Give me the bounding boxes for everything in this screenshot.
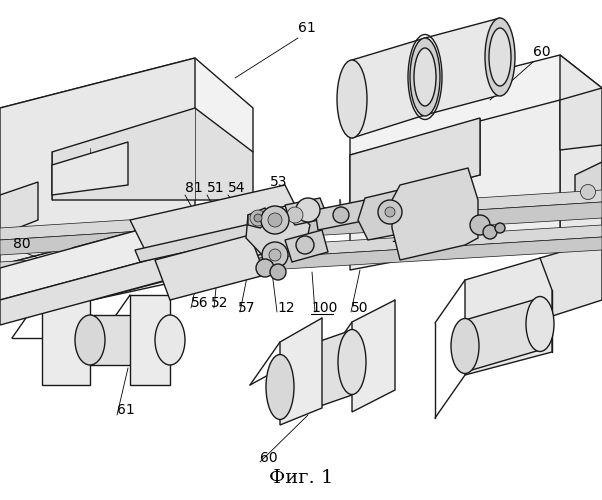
Circle shape xyxy=(261,206,289,234)
Circle shape xyxy=(378,200,402,224)
Polygon shape xyxy=(0,198,268,300)
Circle shape xyxy=(470,215,490,235)
Polygon shape xyxy=(52,108,253,200)
Polygon shape xyxy=(130,295,170,385)
Circle shape xyxy=(270,264,286,280)
Polygon shape xyxy=(352,300,395,412)
Ellipse shape xyxy=(580,184,595,200)
Text: 81: 81 xyxy=(185,181,203,195)
Polygon shape xyxy=(285,230,328,262)
Text: 10: 10 xyxy=(420,236,438,250)
Polygon shape xyxy=(90,315,170,365)
Text: 57: 57 xyxy=(238,301,255,315)
Polygon shape xyxy=(350,118,480,210)
Polygon shape xyxy=(0,190,602,240)
Polygon shape xyxy=(465,258,552,375)
Circle shape xyxy=(287,207,303,223)
Ellipse shape xyxy=(410,38,440,116)
Polygon shape xyxy=(358,185,435,240)
Circle shape xyxy=(269,249,281,261)
Text: Фиг. 1: Фиг. 1 xyxy=(269,469,333,487)
Ellipse shape xyxy=(75,315,105,365)
Ellipse shape xyxy=(395,210,475,246)
Polygon shape xyxy=(0,237,602,286)
Polygon shape xyxy=(52,142,128,195)
Circle shape xyxy=(333,207,349,223)
Polygon shape xyxy=(0,58,253,152)
Circle shape xyxy=(268,213,282,227)
Polygon shape xyxy=(0,182,38,235)
Ellipse shape xyxy=(526,296,554,352)
Polygon shape xyxy=(540,240,602,320)
Text: 50: 50 xyxy=(351,301,368,315)
Text: 100: 100 xyxy=(311,301,337,315)
Polygon shape xyxy=(465,298,540,372)
Polygon shape xyxy=(352,38,425,138)
Circle shape xyxy=(495,223,505,233)
Text: 56: 56 xyxy=(191,296,209,310)
Ellipse shape xyxy=(403,214,468,242)
Polygon shape xyxy=(0,225,602,274)
Text: 60: 60 xyxy=(533,45,551,59)
Polygon shape xyxy=(246,205,310,258)
Circle shape xyxy=(483,225,497,239)
Polygon shape xyxy=(280,330,352,420)
Ellipse shape xyxy=(489,28,511,86)
Polygon shape xyxy=(425,18,500,115)
Ellipse shape xyxy=(451,318,479,374)
Circle shape xyxy=(262,242,288,268)
Polygon shape xyxy=(392,168,478,260)
Polygon shape xyxy=(285,198,328,225)
Text: 53: 53 xyxy=(270,175,288,189)
Polygon shape xyxy=(280,318,322,425)
Polygon shape xyxy=(130,185,300,250)
Circle shape xyxy=(296,236,314,254)
Ellipse shape xyxy=(485,18,515,96)
Polygon shape xyxy=(0,202,602,255)
Text: 80: 80 xyxy=(13,237,31,251)
Text: 61: 61 xyxy=(117,403,135,417)
Polygon shape xyxy=(0,228,270,325)
Polygon shape xyxy=(575,162,602,210)
Text: 54: 54 xyxy=(228,181,246,195)
Circle shape xyxy=(385,207,395,217)
Circle shape xyxy=(250,210,266,226)
Text: 52: 52 xyxy=(211,296,229,310)
Ellipse shape xyxy=(414,48,436,106)
Polygon shape xyxy=(155,235,265,300)
Polygon shape xyxy=(42,295,90,385)
Polygon shape xyxy=(0,58,195,265)
Polygon shape xyxy=(560,88,602,150)
Text: 61: 61 xyxy=(298,21,316,35)
Ellipse shape xyxy=(337,60,367,138)
Polygon shape xyxy=(0,215,253,320)
Text: 51: 51 xyxy=(207,181,225,195)
Polygon shape xyxy=(135,215,295,262)
Polygon shape xyxy=(72,215,215,300)
Ellipse shape xyxy=(338,330,366,394)
Text: 12: 12 xyxy=(277,301,294,315)
Circle shape xyxy=(256,259,274,277)
Polygon shape xyxy=(315,200,368,230)
Polygon shape xyxy=(350,100,560,270)
Ellipse shape xyxy=(155,315,185,365)
Circle shape xyxy=(296,198,320,222)
Polygon shape xyxy=(560,55,602,250)
Ellipse shape xyxy=(266,354,294,420)
Text: 11: 11 xyxy=(390,231,408,245)
Circle shape xyxy=(254,214,262,222)
Text: 60: 60 xyxy=(260,451,278,465)
Polygon shape xyxy=(248,208,272,228)
Polygon shape xyxy=(350,55,602,155)
Circle shape xyxy=(301,203,315,217)
